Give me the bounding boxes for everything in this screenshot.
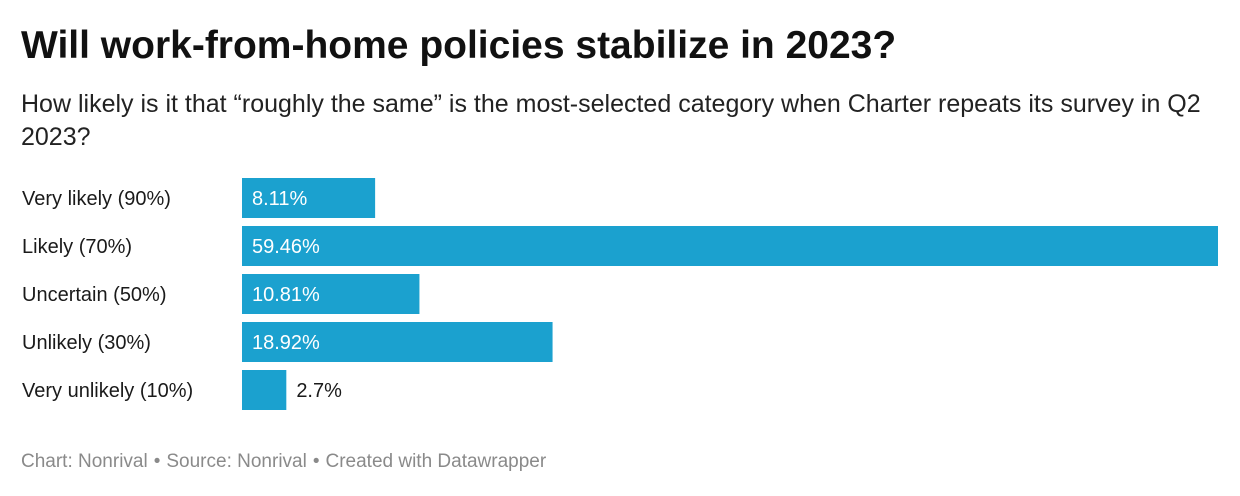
bar-chart: Very likely (90%) 8.11% Likely (70%) 59.46%… [22,178,1218,410]
value-label: 10.81% [252,284,320,306]
value-label: 2.7% [296,380,342,402]
category-label: Unlikely (30%) [22,332,151,354]
category-label: Likely (70%) [22,236,132,258]
value-label: 8.11% [252,188,307,210]
datawrapper-credit: Created with Datawrapper [325,451,547,472]
chart-footer: Chart: Nonrival • Source: Nonrival • Created… [21,450,546,474]
category-label: Very unlikely (10%) [22,380,193,402]
chart-subtitle: How likely is it that “roughly the same”… [21,90,1201,151]
category-label: Uncertain (50%) [22,284,167,306]
chart-title: Will work-from-home policies stabilize i… [21,24,897,67]
footer-separator: • [312,451,320,472]
value-label: 18.92% [252,332,320,354]
value-label: 59.46% [252,236,320,258]
bar [242,226,1218,266]
chart-credit: Chart: Nonrival [21,451,148,472]
bar [242,322,553,362]
category-label: Very likely (90%) [22,188,171,210]
bar [242,370,287,410]
bar [242,178,376,218]
source-credit: Source: Nonrival [166,451,307,472]
footer-separator: • [153,451,161,472]
bar [242,274,420,314]
